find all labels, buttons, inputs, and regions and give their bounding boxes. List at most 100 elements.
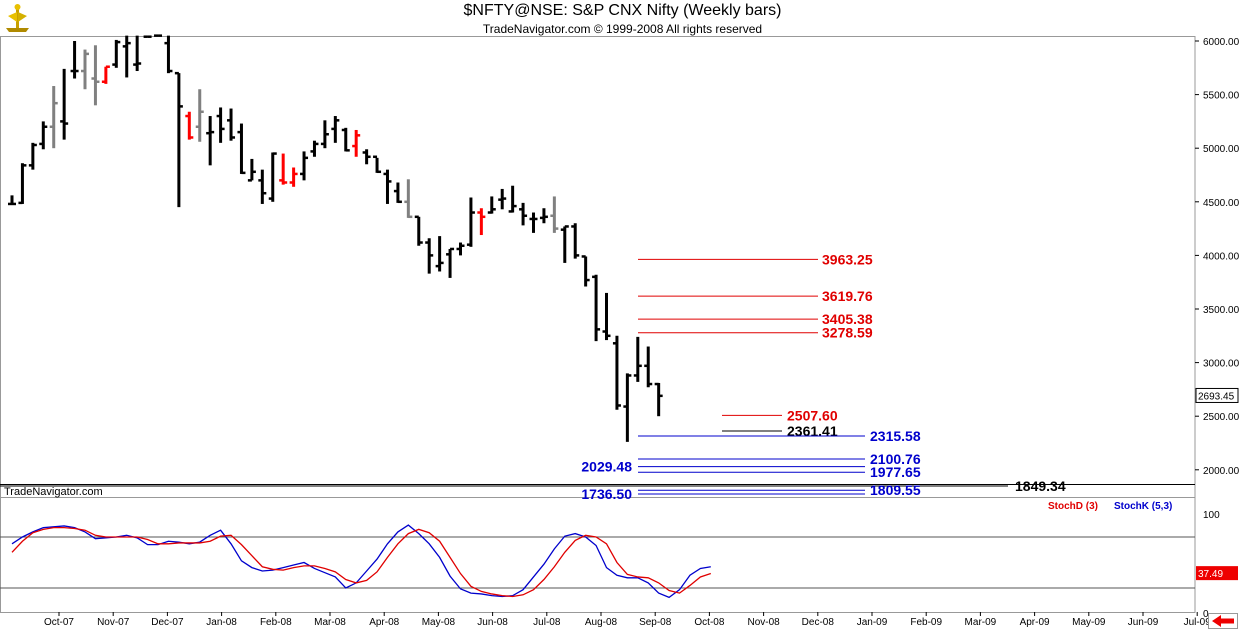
y-tick-label: 5500.00 (1203, 91, 1240, 102)
stoch-last-label: 37.49 (1198, 569, 1223, 580)
last-price-box (1195, 387, 1239, 403)
level-label: 2100.76 (870, 451, 921, 467)
level-label: 2315.58 (870, 428, 921, 444)
ohlc-bar (456, 242, 465, 256)
x-tick-label: Nov-08 (747, 617, 780, 628)
ohlc-bar (633, 336, 642, 382)
level-label: 2361.41 (787, 423, 838, 439)
ohlc-bar (466, 197, 475, 247)
stoch-series-line (11, 524, 711, 599)
ohlc-bar (373, 155, 382, 174)
ohlc-bar (122, 35, 131, 78)
ohlc-bar (237, 123, 246, 175)
y-tick-label: 3500.00 (1203, 305, 1240, 316)
y-tick-label: 4000.00 (1203, 251, 1240, 262)
y-tick-label: 2500.00 (1203, 412, 1240, 423)
ohlc-bar (425, 238, 434, 274)
ohlc-bar (81, 49, 90, 90)
ohlc-bar (91, 45, 100, 106)
x-tick-label: Mar-09 (965, 617, 997, 628)
ohlc-bar (143, 35, 152, 38)
x-tick-label: Jan-09 (857, 617, 888, 628)
x-tick-label: Jan-08 (206, 617, 237, 628)
ohlc-bar (623, 373, 632, 442)
x-tick-label: Jul-08 (533, 617, 561, 628)
ohlc-bar (446, 247, 455, 278)
x-tick-label: Oct-08 (694, 617, 724, 628)
x-tick-label: Jul-09 (1184, 617, 1212, 628)
x-tick-label: Jun-08 (477, 617, 508, 628)
stoch-y-tick-label: 0 (1203, 609, 1209, 620)
ohlc-bar (404, 179, 413, 219)
ohlc-bar (227, 108, 236, 141)
x-tick-label: Aug-08 (585, 617, 618, 628)
x-tick-label: Nov-07 (97, 617, 130, 628)
price-panel: 6000.00 5500.00 5000.00 4500.00 4000.00 3500.… (0, 34, 1240, 613)
ohlc-bar (133, 35, 142, 72)
ohlc-bar (279, 153, 288, 185)
ohlc-bar (320, 120, 329, 149)
level-label: 1977.65 (870, 464, 921, 480)
ohlc-bar (174, 71, 183, 208)
x-tick-label: May-09 (1072, 617, 1106, 628)
level-label: 3619.76 (822, 288, 873, 304)
ohlc-bar (164, 35, 173, 74)
level-label: 3278.59 (822, 325, 873, 341)
ohlc-bar (508, 185, 517, 213)
ohlc-bar (487, 196, 496, 214)
ohlc-bar (592, 274, 601, 342)
scroll-left-arrow-icon[interactable] (1208, 613, 1238, 629)
chart-subtitle: TradeNavigator.com © 1999-2008 All right… (482, 22, 763, 36)
ohlc-bar (654, 382, 663, 417)
x-tick-label: Feb-08 (260, 617, 292, 628)
ohlc-bar (39, 121, 48, 150)
x-tick-label: Sep-08 (639, 617, 672, 628)
x-tick-label: May-08 (422, 617, 456, 628)
level-label: 2029.48 (581, 459, 632, 475)
ohlc-bar (435, 236, 444, 272)
ohlc-bar (216, 107, 225, 143)
ohlc-bar (341, 127, 350, 152)
ohlc-bar (477, 208, 486, 236)
ohlc-bar (352, 129, 361, 157)
ohlc-bar (70, 41, 79, 79)
last-price-label: 2693.45 (1198, 391, 1235, 402)
chart-title: $NFTY@NSE: S&P CNX Nifty (Weekly bars) (463, 2, 782, 19)
ohlc-bar (550, 196, 559, 233)
x-tick-label: Oct-07 (44, 617, 74, 628)
ohlc-bar (300, 151, 309, 181)
level-label: 3405.38 (822, 311, 873, 327)
ohlc-bar (247, 158, 256, 182)
ohlc-bar (258, 169, 267, 204)
ohlc-bar (289, 167, 298, 187)
y-tick-label: 2000.00 (1203, 466, 1240, 477)
ohlc-bar (529, 212, 538, 233)
level-label: 1809.55 (870, 482, 921, 498)
stoch-series-line (11, 527, 712, 598)
x-tick-label: Jun-09 (1128, 617, 1159, 628)
level-label: 1849.34 (1015, 478, 1066, 494)
stoch-y-tick-label: 100 (1203, 510, 1220, 521)
ohlc-bar (581, 255, 590, 287)
tradenavigator-logo-icon (6, 4, 29, 32)
y-tick-label: 5000.00 (1203, 144, 1240, 155)
level-label: 2507.60 (787, 407, 838, 423)
chart-frame (0, 36, 1196, 613)
ohlc-bar (60, 68, 69, 140)
ohlc-bar (602, 292, 611, 341)
ohlc-bar (112, 39, 121, 68)
stoch-last-box (1196, 566, 1238, 581)
x-tick-label: Apr-08 (369, 617, 399, 628)
ohlc-bar (28, 142, 37, 170)
ohlc-bar (498, 188, 507, 210)
x-tick-label: Mar-08 (314, 617, 346, 628)
ohlc-bar (571, 223, 580, 259)
x-axis: Oct-07 Nov-07 Dec-07 Jan-08 Feb-08 Mar-08 Apr-… (44, 612, 1211, 628)
ohlc-bar (414, 215, 423, 246)
y-tick-label: 4500.00 (1203, 198, 1240, 209)
ohlc-bar (49, 86, 58, 149)
level-label: 1736.50 (581, 486, 632, 502)
ohlc-bar (8, 195, 16, 206)
ohlc-bar (539, 208, 548, 224)
